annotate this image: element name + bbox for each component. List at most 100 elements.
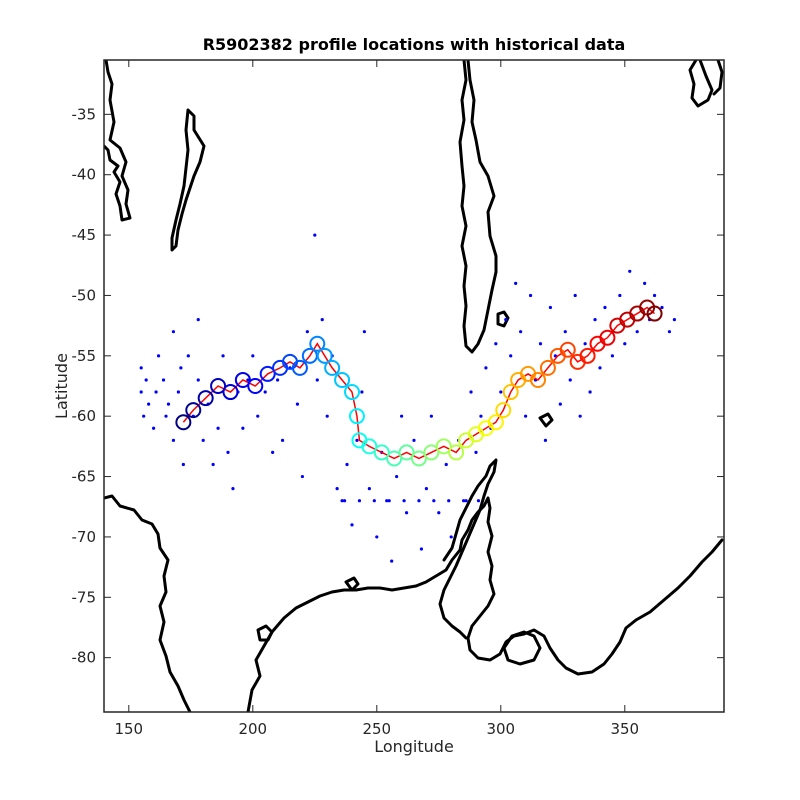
historical-profile-point	[362, 330, 366, 334]
historical-profile-point	[660, 305, 664, 310]
historical-profile-point	[139, 366, 143, 370]
historical-profile-point	[196, 317, 200, 322]
historical-profile-point	[295, 402, 300, 406]
historical-profile-point	[300, 474, 304, 479]
historical-profile-point	[437, 511, 441, 515]
float-profile-marker	[175, 414, 192, 431]
float-profile-marker	[234, 371, 251, 388]
historical-profile-point	[412, 438, 416, 442]
float-profile-marker	[291, 359, 308, 376]
historical-profile-point	[171, 438, 176, 442]
historical-profile-point	[156, 354, 161, 358]
historical-profile-point	[667, 330, 672, 334]
float-profile-marker	[410, 450, 427, 467]
historical-profile-point	[320, 317, 324, 322]
historical-profile-point	[558, 402, 562, 406]
historical-profile-point	[618, 293, 622, 298]
x-tick-label: 250	[362, 720, 391, 738]
y-axis-ticks: -35 -40 -45 -50 -55 -60 -65 -70 -75 -80	[72, 105, 724, 667]
historical-profile-point	[652, 293, 657, 298]
chart-title: R5902382 profile locations with historic…	[203, 35, 626, 54]
float-profile-marker	[348, 408, 365, 425]
historical-profile-point	[548, 305, 553, 310]
float-profile-marker	[398, 444, 415, 461]
historical-profile-point	[385, 499, 389, 503]
historical-profile-point	[144, 378, 148, 382]
historical-profile-point	[672, 317, 677, 322]
historical-profile-point	[462, 499, 466, 503]
coastline-tasmania	[496, 310, 510, 328]
historical-profile-point	[325, 414, 329, 418]
historical-profile-point	[201, 438, 205, 442]
historical-profile-point	[563, 330, 567, 334]
historical-profile-point	[313, 233, 317, 237]
x-tick-label: 350	[610, 720, 639, 738]
historical-profile-point	[598, 366, 602, 370]
historical-profile-point	[524, 414, 528, 418]
historical-profile-point	[588, 390, 592, 394]
historical-profile-point	[628, 269, 632, 273]
historical-profile-point	[402, 499, 406, 503]
historical-profile-point	[519, 330, 523, 334]
float-profile-marker	[435, 438, 452, 455]
y-tick-label: -80	[72, 649, 97, 667]
y-tick-label: -55	[72, 347, 97, 365]
historical-profile-point	[251, 354, 255, 358]
historical-profile-point	[372, 499, 376, 503]
historical-profile-point	[216, 426, 220, 430]
historical-profile-point	[211, 462, 215, 467]
historical-profile-point	[221, 354, 225, 358]
historical-profile-point	[400, 414, 404, 418]
y-tick-label: -65	[72, 468, 97, 486]
historical-profile-point	[553, 354, 557, 358]
historical-profile-point	[280, 438, 285, 442]
float-profile-marker	[185, 402, 202, 419]
historical-profile-point	[578, 414, 582, 418]
float-profile-marker	[222, 384, 239, 401]
historical-profile-point	[610, 354, 615, 358]
float-profile-marker	[361, 438, 378, 455]
historical-profile-point	[494, 342, 498, 346]
historical-profile-point	[335, 487, 339, 491]
historical-profile-point	[161, 378, 166, 382]
historical-profile-point	[139, 390, 143, 394]
float-track-layer	[175, 299, 663, 467]
historical-profile-point	[342, 499, 347, 503]
float-profile-marker	[579, 347, 596, 364]
historical-profile-point	[196, 378, 200, 382]
historical-profile-point	[350, 523, 354, 527]
historical-profile-point	[573, 293, 577, 298]
historical-profile-point	[142, 414, 146, 418]
historical-profile-point	[263, 390, 267, 394]
coastline-island-small	[256, 412, 554, 642]
y-tick-label: -75	[72, 588, 97, 606]
plot-frame	[103, 59, 725, 713]
historical-profile-point	[355, 438, 359, 442]
y-tick-label: -60	[72, 407, 97, 425]
historical-profile-point	[469, 390, 473, 394]
historical-profile-point	[593, 317, 597, 322]
y-tick-label: -70	[72, 528, 97, 546]
float-profile-marker	[373, 444, 390, 461]
coastline-antarctic-peninsula	[438, 458, 498, 640]
historical-profile-point	[395, 474, 399, 479]
historical-profile-point	[444, 462, 448, 467]
historical-profile-point	[226, 450, 230, 455]
historical-profile-point	[635, 330, 639, 334]
x-tick-label: 300	[486, 720, 515, 738]
historical-profile-point	[152, 426, 156, 430]
y-tick-label: -40	[72, 166, 97, 184]
float-profile-marker	[559, 341, 576, 358]
x-axis-label: Longitude	[374, 737, 454, 756]
historical-profile-point	[603, 305, 607, 310]
historical-profile-point	[154, 390, 158, 394]
plot-area	[104, 60, 724, 712]
float-profile-marker	[247, 378, 264, 394]
y-tick-label: -45	[72, 226, 97, 244]
historical-profile-point	[484, 366, 488, 370]
float-profile-marker	[502, 384, 519, 401]
historical-profile-point	[464, 499, 468, 503]
coastline-antarctica-west	[104, 494, 192, 712]
float-profile-marker	[448, 444, 465, 461]
